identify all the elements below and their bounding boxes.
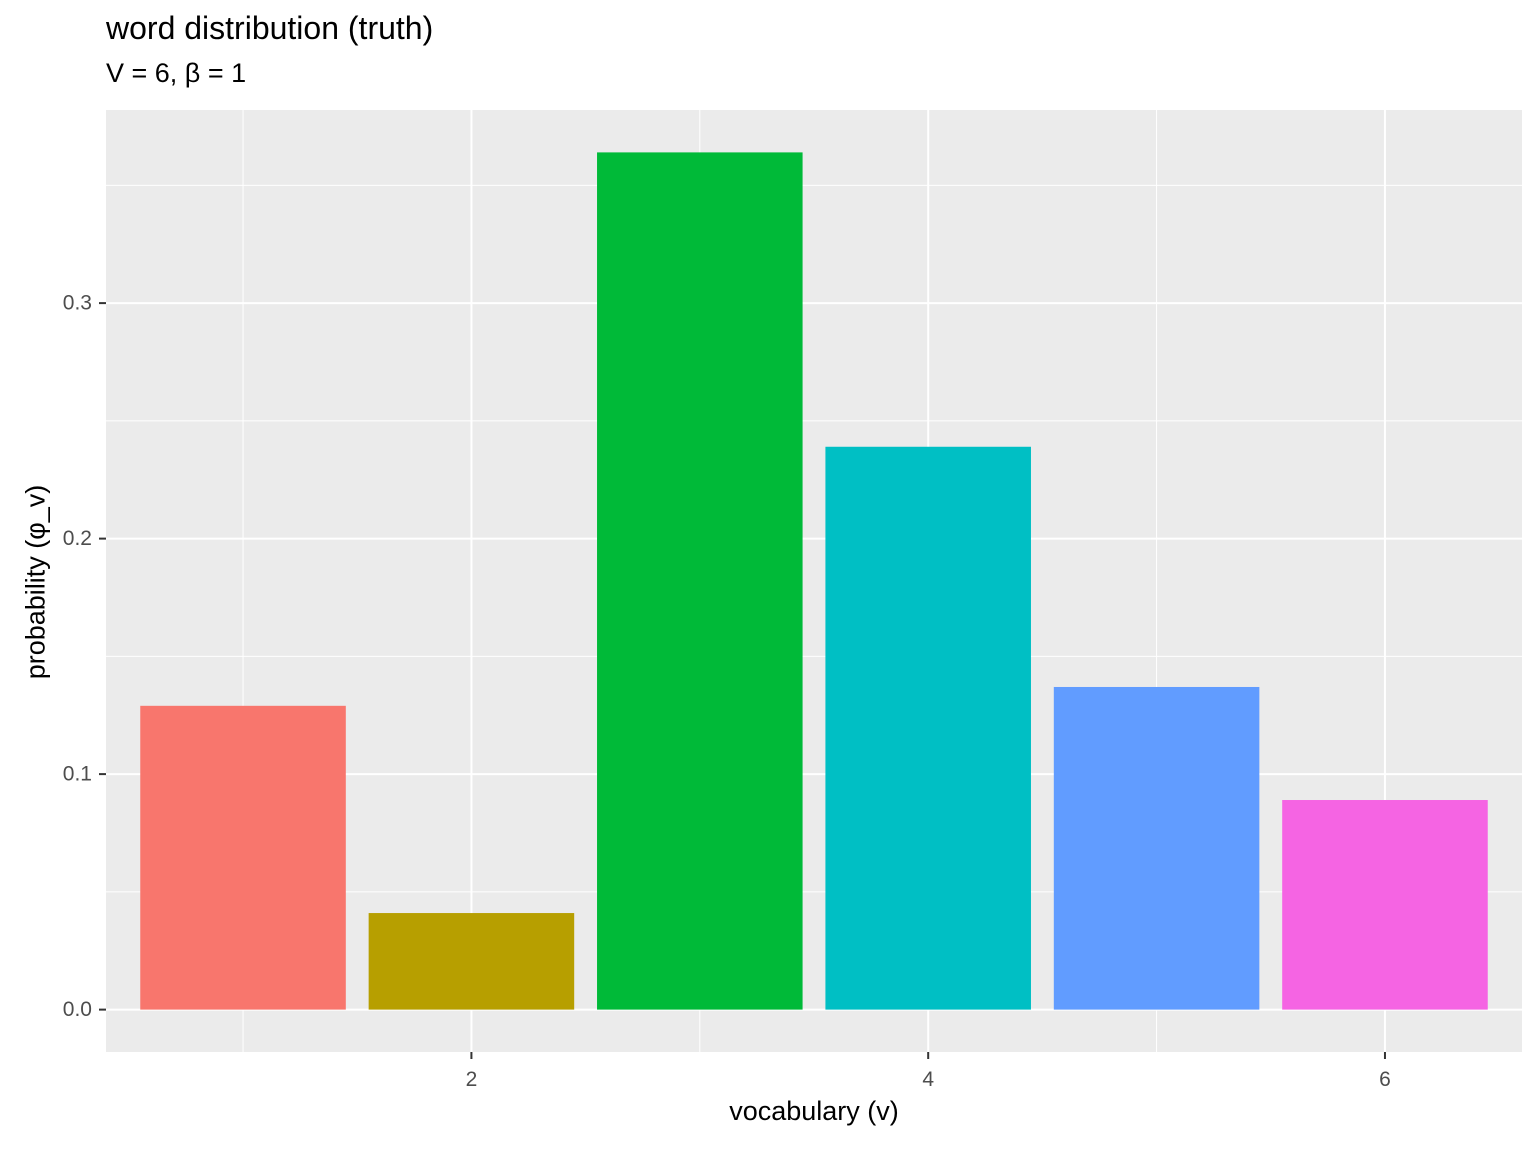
chart-title: word distribution (truth)	[106, 10, 434, 46]
y-tick-label: 0.2	[63, 527, 92, 550]
y-tick-label: 0.3	[63, 292, 92, 315]
y-axis-label: probability (φ_v)	[20, 484, 51, 680]
x-axis-ticks	[470, 1052, 1386, 1059]
bar-v4	[825, 446, 1031, 1010]
y-tick-label: 0.0	[63, 998, 92, 1021]
x-axis-label: vocabulary (v)	[729, 1096, 899, 1126]
y-axis-ticks	[99, 302, 106, 1011]
bar-v2	[368, 913, 575, 1010]
x-tick-label: 4	[922, 1068, 934, 1091]
bar-v5	[1053, 686, 1260, 1010]
y-axis-tick-labels: 0.0 0.1 0.2 0.3	[63, 292, 92, 1022]
y-tick-label: 0.1	[63, 763, 92, 786]
x-tick-label: 6	[1379, 1068, 1391, 1091]
bar-v3	[597, 152, 803, 1010]
bars	[140, 152, 1488, 1010]
x-tick-label: 2	[466, 1068, 478, 1091]
chart-subtitle: V = 6, β = 1	[106, 58, 247, 88]
bar-v6	[1282, 800, 1488, 1010]
x-axis-tick-labels: 2 4 6	[466, 1068, 1391, 1091]
bar-v1	[140, 705, 346, 1010]
